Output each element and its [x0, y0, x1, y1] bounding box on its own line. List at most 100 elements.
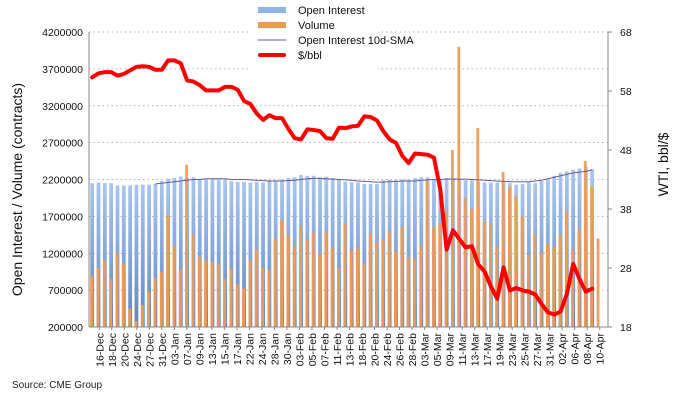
volume-bar [292, 245, 296, 327]
x-tick-label: 09-Jan [194, 333, 206, 365]
open-interest-bar [134, 184, 139, 327]
volume-bar [596, 238, 600, 327]
volume-bar [539, 253, 543, 327]
x-tick-label: 27-Mar [532, 333, 544, 367]
volume-bar [520, 216, 524, 327]
volume-bar [489, 223, 492, 327]
volume-bar [267, 270, 271, 327]
open-interest-bar [337, 178, 341, 327]
source-note: Source: CME Group [12, 380, 103, 391]
x-tick-label: 20-Feb [370, 333, 382, 366]
volume-bar [457, 46, 461, 327]
volume-bar [545, 243, 549, 327]
volume-bar [90, 275, 94, 327]
x-tick-label: 31-Dec [157, 333, 169, 367]
x-tick-label: 11-Feb [332, 333, 344, 366]
open-interest-bar [90, 183, 95, 327]
volume-bar [571, 248, 575, 327]
x-tick-label: 28-Jan [269, 333, 281, 365]
x-tick-label: 17-Jan [232, 333, 244, 365]
volume-bar [128, 308, 132, 327]
volume-bar [324, 232, 328, 327]
x-tick-label: 28-Feb [407, 333, 419, 366]
legend-swatch-open-interest [258, 7, 286, 13]
volume-bar [501, 172, 505, 327]
volume-bar [552, 247, 556, 327]
x-tick-label: 05-Feb [307, 333, 319, 366]
x-tick-label: 30-Jan [282, 333, 294, 365]
open-interest-bar [140, 184, 145, 327]
x-tick-label: 26-Feb [395, 333, 407, 366]
x-tick-label: 10-Apr [595, 332, 607, 364]
volume-bar [109, 279, 113, 327]
open-interest-bar [102, 183, 107, 327]
x-tick-label: 27-Dec [144, 333, 156, 367]
x-tick-label: 25-Mar [520, 333, 532, 367]
x-tick-label: 03-Mar [420, 333, 432, 367]
volume-bar [419, 245, 423, 327]
x-tick-label: 07-Feb [319, 333, 331, 366]
y-tick-label: 1200000 [42, 248, 83, 260]
x-tick-label: 17-Mar [482, 333, 494, 367]
volume-bar [432, 227, 435, 327]
volume-bar [248, 260, 252, 327]
y-tick-label: 4200000 [42, 27, 83, 39]
y2-tick-label: 68 [620, 27, 632, 39]
open-interest-bar [413, 178, 417, 327]
volume-bar [507, 186, 511, 327]
volume-bar [261, 268, 265, 327]
volume-bar [159, 271, 163, 327]
open-interest-bar [128, 185, 133, 327]
legend: Open Interest Volume Open Interest 10d-SMA… [248, 0, 414, 70]
y-tick-label: 2200000 [42, 175, 83, 187]
volume-bar [197, 256, 201, 327]
volume-bar [242, 288, 246, 327]
volume-bar [223, 279, 227, 327]
volume-bar [147, 291, 151, 327]
y2-axis-title: WTI, bbl/$ [655, 132, 671, 196]
series-lines [90, 58, 595, 317]
volume-bar [299, 225, 302, 327]
open-interest-bar [204, 178, 208, 327]
open-interest-bar [318, 177, 322, 327]
open-interest-bar [121, 185, 126, 327]
open-interest-bar [267, 180, 272, 327]
open-interest-bar [210, 178, 215, 327]
volume-bar [375, 242, 378, 327]
open-interest-bar [229, 180, 234, 327]
volume-bar [476, 127, 480, 327]
x-tick-label: 18-Feb [357, 333, 369, 366]
x-tick-label: 08-Apr [582, 332, 594, 364]
volume-bar [362, 264, 366, 327]
legend-label: Open Interest [298, 5, 365, 17]
wti-price-line [90, 58, 595, 317]
open-interest-bar [96, 182, 101, 327]
x-tick-label: 09-Mar [445, 333, 457, 367]
x-tick-label: 13-Feb [345, 333, 357, 366]
volume-bar [134, 321, 138, 327]
x-tick-label: 16-Dec [94, 333, 106, 367]
x-tick-label: 22-Jan [244, 333, 256, 365]
volume-bar [558, 235, 562, 327]
volume-bar [400, 227, 404, 327]
x-tick-label: 06-Apr [570, 332, 582, 364]
legend-label: $/bbl [298, 50, 322, 62]
y-tick-label: 700000 [48, 285, 83, 297]
volume-bar [330, 247, 334, 327]
volume-bar [273, 238, 277, 327]
volume-bar [583, 161, 587, 327]
volume-bar [463, 197, 467, 327]
volume-bar [210, 262, 214, 327]
open-interest-bar [406, 179, 411, 327]
volume-bar [166, 216, 170, 327]
volume-bar [368, 233, 372, 327]
volume-bar [286, 234, 290, 327]
volume-bar [349, 251, 353, 327]
open-interest-bar [153, 183, 158, 327]
volume-bar [564, 210, 568, 327]
x-tick-label: 15-Jan [219, 333, 231, 365]
volume-bar [204, 260, 208, 327]
open-interest-bar [223, 179, 227, 327]
open-interest-bar [526, 182, 531, 327]
